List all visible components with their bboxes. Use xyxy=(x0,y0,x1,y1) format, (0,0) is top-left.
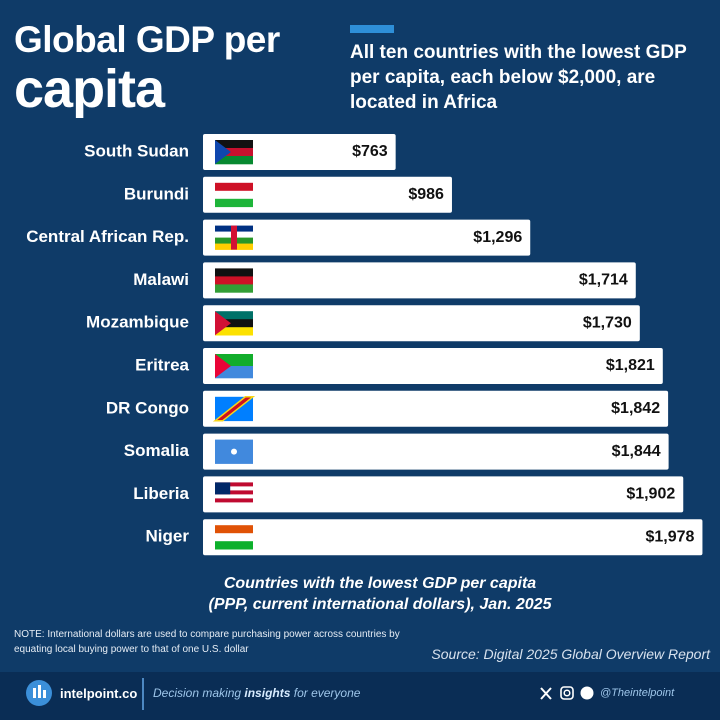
flag xyxy=(215,498,253,503)
category-label: Central African Rep. xyxy=(26,227,189,246)
bar xyxy=(203,262,636,299)
category-label: South Sudan xyxy=(84,141,189,160)
flag xyxy=(215,541,253,550)
flag xyxy=(215,482,253,487)
flag xyxy=(215,490,253,495)
subtitle: All ten countries with the lowest GDP pe… xyxy=(350,42,687,113)
flag xyxy=(215,182,253,192)
value-label: $1,821 xyxy=(606,357,655,374)
caption-line: Countries with the lowest GDP per capita xyxy=(223,575,537,592)
separator xyxy=(142,678,144,710)
category-label: Niger xyxy=(146,527,190,546)
flag xyxy=(215,327,253,336)
value-label: $1,730 xyxy=(583,314,632,331)
flag xyxy=(215,140,231,164)
handle: @Theintelpoint xyxy=(600,687,675,699)
tagline-text: for everyone xyxy=(293,686,361,700)
bar xyxy=(203,390,669,427)
flag xyxy=(215,156,253,165)
flag xyxy=(215,148,253,157)
value-label: $986 xyxy=(408,186,444,203)
flag xyxy=(231,225,237,250)
flag xyxy=(215,482,231,495)
flag xyxy=(212,396,256,422)
flag xyxy=(215,525,253,534)
bar xyxy=(203,519,703,556)
flag xyxy=(215,284,253,293)
category-label: DR Congo xyxy=(106,398,189,417)
caption-line: (PPP, current international dollars), Ja… xyxy=(208,596,552,613)
brand: intelpoint.co xyxy=(60,686,138,701)
bar xyxy=(203,433,669,470)
flag xyxy=(215,319,253,328)
value-label: $1,844 xyxy=(612,443,661,460)
flag xyxy=(215,502,253,507)
flag xyxy=(231,448,237,455)
flag xyxy=(215,354,231,378)
footer xyxy=(0,672,720,720)
bar xyxy=(203,305,640,342)
bar xyxy=(203,219,531,256)
flag xyxy=(215,140,253,149)
value-label: $1,296 xyxy=(473,229,522,246)
flag xyxy=(215,190,253,200)
category-label: Liberia xyxy=(133,484,189,503)
bar xyxy=(203,476,684,513)
caption: Countries with the lowest GDP per capita… xyxy=(150,573,610,615)
bar xyxy=(203,348,663,384)
source: Source: Digital 2025 Global Overview Rep… xyxy=(431,646,710,662)
tagline-text: insights xyxy=(244,686,291,700)
value-label: $1,902 xyxy=(626,486,675,503)
title: capita xyxy=(14,59,165,119)
flag xyxy=(215,311,253,320)
value-label: $1,978 xyxy=(646,528,695,545)
value-label: $1,714 xyxy=(579,272,628,289)
flag xyxy=(215,533,253,542)
flag xyxy=(215,494,253,499)
tagline: Decision making insights for everyone xyxy=(153,686,360,700)
flag xyxy=(215,486,253,491)
category-label: Burundi xyxy=(124,184,189,203)
flag xyxy=(215,276,253,285)
flag xyxy=(215,198,253,208)
title: Global GDP per xyxy=(14,19,280,60)
category-label: Somalia xyxy=(124,441,190,460)
category-label: Eritrea xyxy=(135,355,189,374)
note: NOTE: International dollars are used to … xyxy=(14,629,400,655)
value-label: $763 xyxy=(352,143,388,160)
category-label: Malawi xyxy=(133,270,189,289)
bar xyxy=(203,176,452,213)
category-label: Mozambique xyxy=(86,313,189,332)
tagline-text: Decision making xyxy=(153,686,242,700)
flag xyxy=(215,311,231,336)
value-label: $1,842 xyxy=(611,400,660,417)
flag xyxy=(215,268,253,277)
accent-bar xyxy=(350,25,394,33)
